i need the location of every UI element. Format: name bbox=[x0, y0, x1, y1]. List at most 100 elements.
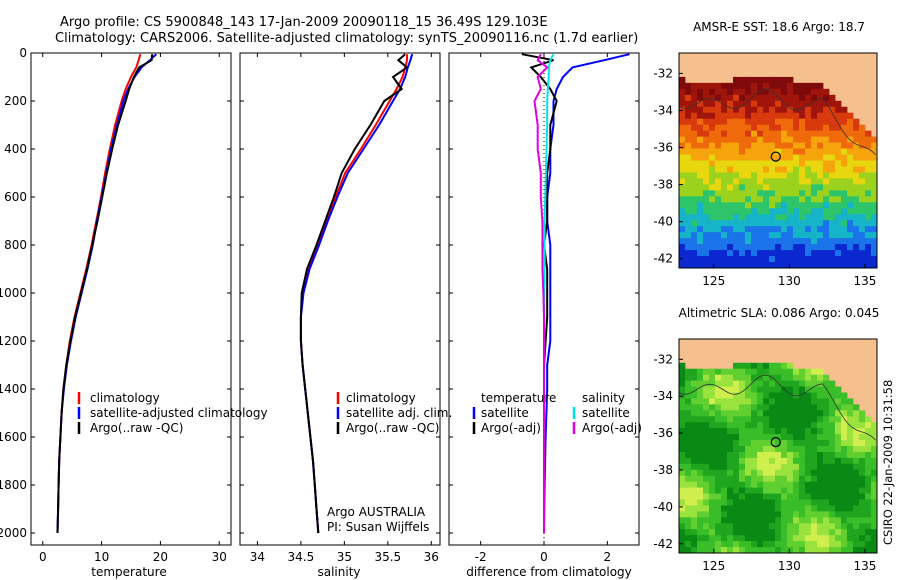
map-cell bbox=[691, 398, 698, 405]
map-cell bbox=[805, 440, 812, 447]
map-cell bbox=[679, 446, 686, 453]
map-cell bbox=[751, 88, 758, 96]
map-cell bbox=[703, 434, 710, 441]
map-cell bbox=[721, 446, 728, 453]
map-cell bbox=[691, 100, 698, 108]
x-tick-label: 34.5 bbox=[288, 550, 315, 564]
map-cell bbox=[829, 190, 836, 197]
map-cell bbox=[691, 380, 698, 387]
map-cell bbox=[745, 410, 752, 417]
map-cell bbox=[805, 398, 812, 405]
map-cell bbox=[769, 190, 776, 197]
map-cell bbox=[817, 434, 824, 441]
map-cell bbox=[865, 481, 872, 489]
map-cell bbox=[817, 196, 824, 203]
map-cell bbox=[829, 178, 836, 185]
map-cell bbox=[775, 428, 782, 435]
map-cell bbox=[721, 481, 728, 489]
map-cell bbox=[787, 190, 794, 197]
map-cell bbox=[835, 446, 842, 453]
map-cell bbox=[805, 196, 812, 203]
map-cell bbox=[751, 202, 758, 209]
map-cell bbox=[805, 256, 812, 263]
map-cell bbox=[871, 517, 878, 524]
map-cell bbox=[763, 112, 770, 120]
map-cell bbox=[745, 428, 752, 435]
map-cell bbox=[817, 232, 824, 239]
map-cell bbox=[727, 493, 734, 500]
map-cell bbox=[865, 250, 872, 257]
map-cell bbox=[709, 94, 716, 102]
map-cell bbox=[745, 517, 752, 524]
map-cell bbox=[763, 547, 770, 554]
map-cell bbox=[757, 118, 764, 126]
map-cell bbox=[739, 416, 746, 423]
map-cell bbox=[781, 202, 788, 209]
map-cell bbox=[721, 428, 728, 435]
map-cell bbox=[691, 541, 698, 548]
map-cell bbox=[865, 220, 872, 227]
map-cell bbox=[781, 238, 788, 245]
map-cell bbox=[871, 475, 878, 483]
map-cell bbox=[811, 124, 818, 132]
map-cell bbox=[757, 529, 764, 536]
map-cell bbox=[865, 190, 872, 197]
map-cell bbox=[721, 82, 728, 90]
map-cell bbox=[811, 226, 818, 233]
map-cell bbox=[871, 226, 878, 233]
map-cell bbox=[727, 410, 734, 417]
y-tick-label: 200 bbox=[4, 94, 27, 108]
map-cell bbox=[865, 541, 872, 548]
map-cell bbox=[799, 451, 806, 459]
map-cell bbox=[733, 244, 740, 251]
map-cell bbox=[859, 184, 866, 191]
x-tick-label: 20 bbox=[153, 550, 168, 564]
map-cell bbox=[823, 487, 830, 494]
map-cell bbox=[859, 457, 866, 465]
map-cell bbox=[835, 244, 842, 251]
map-cell bbox=[835, 398, 842, 405]
map-cell bbox=[703, 88, 710, 96]
map-cell bbox=[745, 505, 752, 512]
map-cell bbox=[865, 523, 872, 530]
map-cell bbox=[769, 106, 776, 114]
map-cell bbox=[805, 112, 812, 120]
map-cell bbox=[835, 256, 842, 263]
map-cell bbox=[763, 374, 770, 382]
map-cell bbox=[817, 256, 824, 263]
map-cell bbox=[751, 82, 758, 90]
map-cell bbox=[847, 232, 854, 239]
map-cell bbox=[763, 208, 770, 215]
map-cell bbox=[727, 499, 734, 506]
map-cell bbox=[787, 368, 794, 376]
map-cell bbox=[847, 124, 854, 132]
map-cell bbox=[805, 428, 812, 435]
map-cell bbox=[727, 220, 734, 227]
map-cell bbox=[853, 535, 860, 542]
map-cell bbox=[763, 499, 770, 506]
map-cell bbox=[793, 184, 800, 191]
map-cell bbox=[763, 106, 770, 114]
map-cell bbox=[865, 487, 872, 494]
map-cell bbox=[745, 250, 752, 257]
map-cell bbox=[739, 220, 746, 227]
map-cell bbox=[775, 238, 782, 245]
map-cell bbox=[811, 404, 818, 411]
map-cell bbox=[847, 256, 854, 263]
map-cell bbox=[823, 541, 830, 548]
map-cell bbox=[739, 475, 746, 483]
map-cell bbox=[853, 440, 860, 447]
map-cell bbox=[847, 511, 854, 518]
map-cell bbox=[823, 404, 830, 411]
map-cell bbox=[835, 440, 842, 447]
map-cell bbox=[853, 118, 860, 126]
map-cell bbox=[859, 434, 866, 441]
map-cell bbox=[781, 505, 788, 512]
map-cell bbox=[745, 416, 752, 423]
map-cell bbox=[781, 94, 788, 102]
map-cell bbox=[757, 124, 764, 132]
map-cell bbox=[757, 244, 764, 251]
map-cell bbox=[811, 481, 818, 489]
map-cell bbox=[733, 505, 740, 512]
map-cell bbox=[691, 250, 698, 257]
